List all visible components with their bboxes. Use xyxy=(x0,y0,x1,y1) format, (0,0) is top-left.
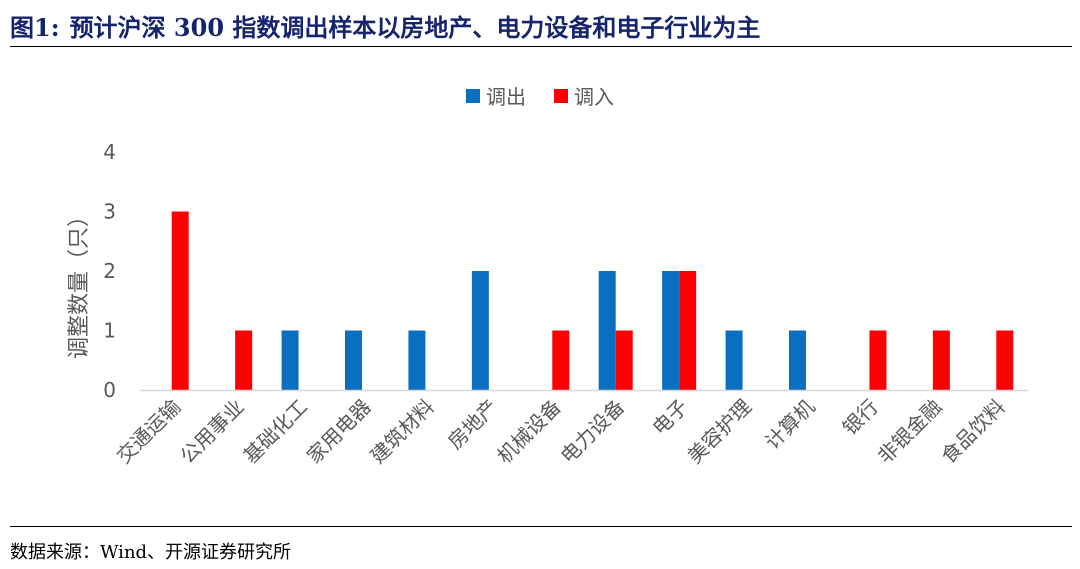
bar-out-3 xyxy=(345,330,362,390)
legend-swatch-out xyxy=(466,89,480,103)
x-tick-label: 家用电器 xyxy=(302,395,376,469)
bars xyxy=(171,211,1014,390)
x-tick-label: 交通运输 xyxy=(112,395,186,469)
x-tick-label: 非银金融 xyxy=(873,395,947,469)
y-tick-label: 4 xyxy=(103,140,116,164)
x-tick-label: 建筑材料 xyxy=(365,395,439,469)
bar-in-8 xyxy=(679,271,697,390)
x-tick-label: 机械设备 xyxy=(492,395,566,469)
bar-out-5 xyxy=(471,271,489,390)
bar-in-13 xyxy=(996,330,1014,390)
bar-out-9 xyxy=(725,330,743,390)
top-rule xyxy=(10,46,1072,47)
bar-in-0 xyxy=(171,211,189,390)
y-tick-label: 1 xyxy=(103,319,116,343)
x-tick-label: 基础化工 xyxy=(239,395,313,469)
y-axis-label: 调整数量（只） xyxy=(67,205,92,359)
figure-title-block: 图1: 预计沪深 300 指数调出样本以房地产、电力设备和电子行业为主 xyxy=(10,8,760,43)
x-tick-label: 美容护理 xyxy=(683,395,757,469)
y-tick-label: 2 xyxy=(103,259,116,283)
bar-in-6 xyxy=(552,330,570,390)
bar-in-7 xyxy=(615,330,633,390)
x-tick-label: 电力设备 xyxy=(556,395,630,469)
y-tick-label: 0 xyxy=(103,378,116,402)
x-tick-label: 房地产 xyxy=(443,395,502,454)
bar-out-10 xyxy=(789,330,806,390)
x-tick-label: 银行 xyxy=(838,395,883,440)
legend-label-out: 调出 xyxy=(486,85,526,109)
bar-out-4 xyxy=(408,330,426,390)
x-tick-label: 食品饮料 xyxy=(936,395,1010,469)
bar-in-11 xyxy=(869,330,887,390)
legend-label-in: 调入 xyxy=(574,85,614,109)
x-tick-label: 公用事业 xyxy=(175,395,249,469)
bar-in-1 xyxy=(235,330,253,390)
figure-title: 预计沪深 300 指数调出样本以房地产、电力设备和电子行业为主 xyxy=(69,13,761,42)
legend: 调出 调入 xyxy=(466,85,614,109)
legend-swatch-in xyxy=(554,89,568,103)
data-source: 数据来源：Wind、开源证券研究所 xyxy=(10,542,292,563)
y-axis: 0 1 2 3 4 xyxy=(103,140,116,402)
bar-out-8 xyxy=(662,271,680,390)
bar-out-2 xyxy=(281,330,299,390)
bar-in-12 xyxy=(932,330,950,390)
x-tick-label: 计算机 xyxy=(760,395,819,454)
y-tick-label: 3 xyxy=(103,200,116,224)
x-tick-label: 电子 xyxy=(647,395,692,440)
bottom-rule xyxy=(10,526,1072,527)
figure-label: 图1: xyxy=(10,13,60,42)
bar-out-7 xyxy=(598,271,616,390)
